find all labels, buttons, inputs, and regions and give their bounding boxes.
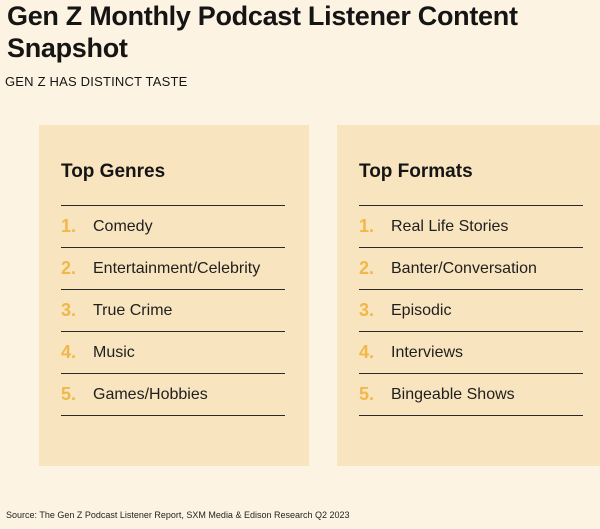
format-rank: 2. [359, 258, 375, 278]
format-rank: 5. [359, 384, 375, 404]
top-genres-heading: Top Genres [61, 161, 166, 182]
genre-item: 4. Music [61, 332, 285, 374]
genre-rank: 3. [61, 300, 77, 320]
source-note: Source: The Gen Z Podcast Listener Repor… [6, 510, 350, 520]
format-item: 2. Banter/Conversation [359, 248, 583, 290]
genre-rank: 1. [61, 216, 77, 236]
genre-label: Comedy [93, 217, 153, 235]
top-genres-list: 1. Comedy 2. Entertainment/Celebrity 3. … [61, 205, 285, 416]
genre-item: 2. Entertainment/Celebrity [61, 248, 285, 290]
format-label: Episodic [391, 301, 452, 319]
genre-label: Music [93, 343, 135, 361]
format-item: 4. Interviews [359, 332, 583, 374]
top-formats-list: 1. Real Life Stories 2. Banter/Conversat… [359, 205, 583, 416]
format-item: 5. Bingeable Shows [359, 374, 583, 416]
page-subtitle: GEN Z HAS DISTINCT TASTE [5, 74, 188, 89]
top-genres-card: Top Genres 1. Comedy 2. Entertainment/Ce… [39, 125, 309, 466]
genre-rank: 4. [61, 342, 77, 362]
format-label: Banter/Conversation [391, 259, 537, 277]
format-rank: 1. [359, 216, 375, 236]
format-rank: 4. [359, 342, 375, 362]
format-rank: 3. [359, 300, 375, 320]
genre-label: True Crime [93, 301, 173, 319]
genre-item: 1. Comedy [61, 206, 285, 248]
genre-rank: 2. [61, 258, 77, 278]
format-label: Bingeable Shows [391, 385, 515, 403]
genre-rank: 5. [61, 384, 77, 404]
top-formats-card: Top Formats 1. Real Life Stories 2. Bant… [337, 125, 600, 466]
genre-label: Entertainment/Celebrity [93, 259, 261, 277]
genre-label: Games/Hobbies [93, 385, 208, 403]
format-item: 1. Real Life Stories [359, 206, 583, 248]
top-formats-heading: Top Formats [359, 161, 473, 182]
format-label: Interviews [391, 343, 464, 361]
page-title: Gen Z Monthly Podcast Listener Content S… [7, 1, 518, 63]
genre-item: 5. Games/Hobbies [61, 374, 285, 416]
format-item: 3. Episodic [359, 290, 583, 332]
format-label: Real Life Stories [391, 217, 509, 235]
genre-item: 3. True Crime [61, 290, 285, 332]
